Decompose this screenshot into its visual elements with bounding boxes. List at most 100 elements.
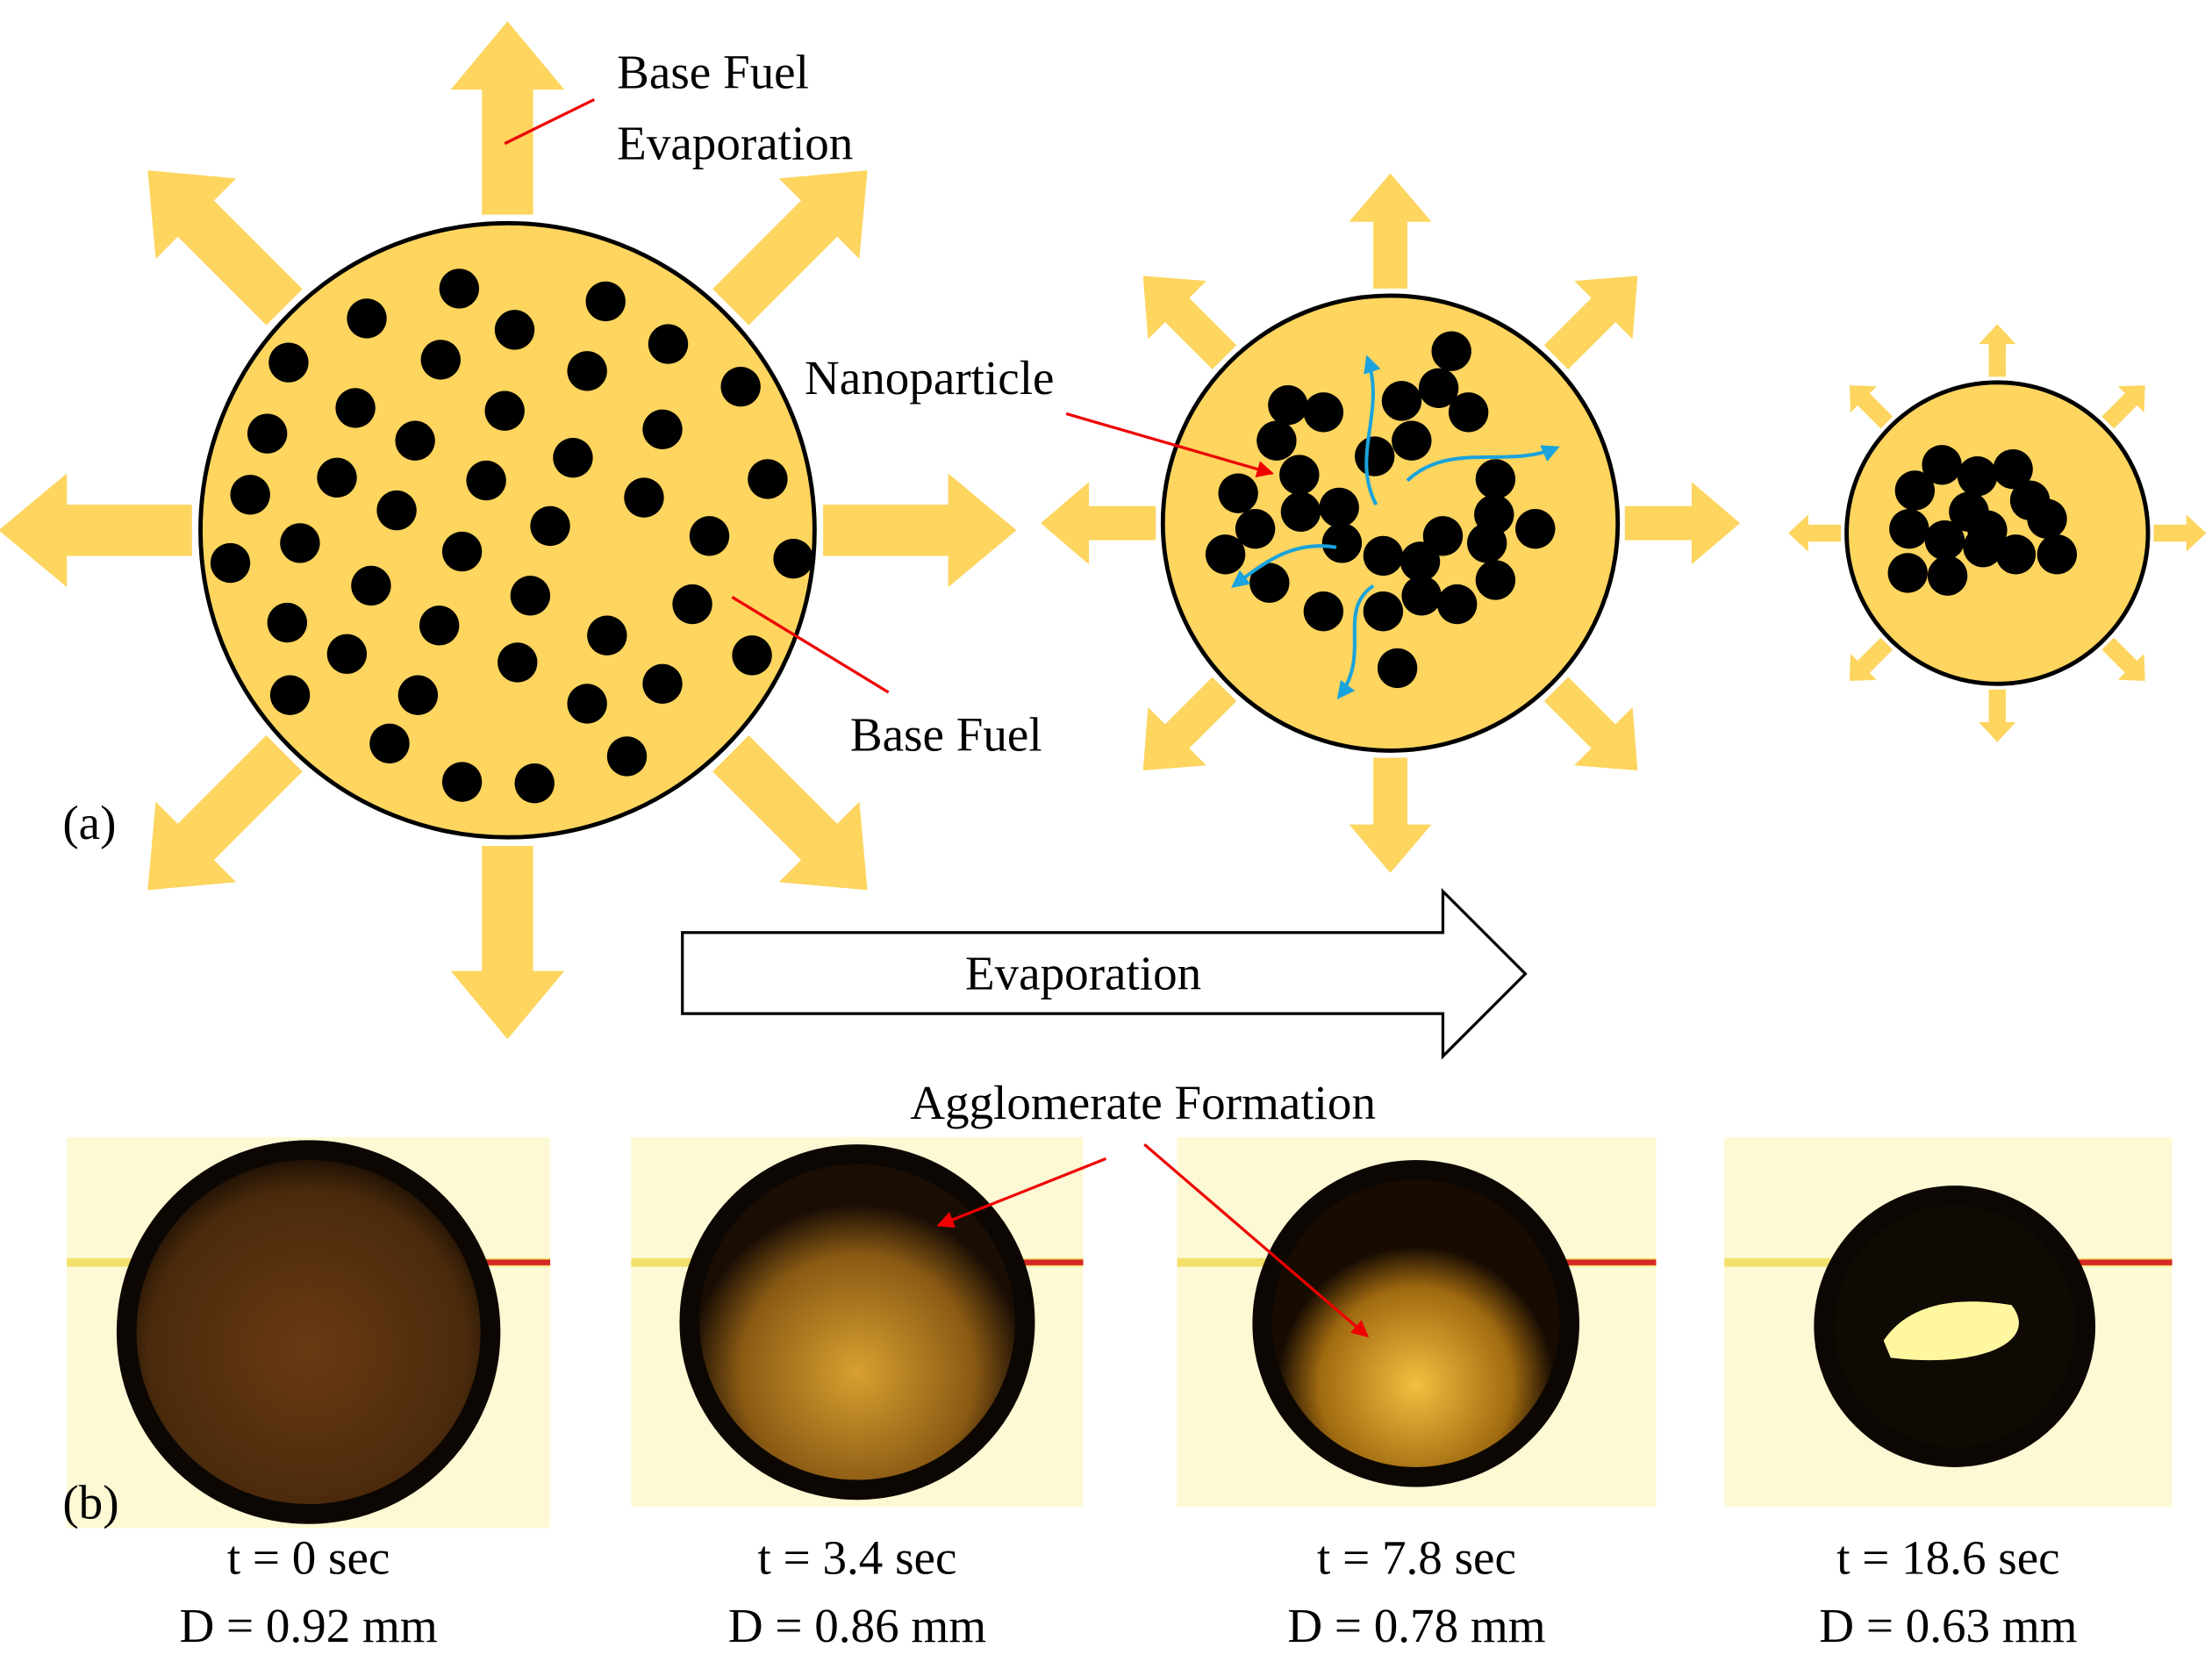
needle-fiber [1523, 1259, 1657, 1265]
nanoparticle [397, 675, 439, 715]
nanoparticle [376, 490, 417, 531]
nanoparticle [1436, 584, 1478, 625]
nanoparticle [1235, 508, 1276, 549]
nanoparticle [2037, 534, 2078, 575]
nanoparticle [510, 576, 551, 616]
nanoparticle [1922, 445, 1962, 485]
nanoparticle [606, 736, 648, 777]
nanoparticle [317, 457, 357, 498]
nanoparticle [1418, 368, 1459, 408]
agglomerate [1883, 1301, 2019, 1361]
evaporation-arrow [1624, 482, 1741, 565]
evaporation-arrow [823, 473, 1017, 588]
nanoparticle [1448, 392, 1489, 433]
nanoparticle [1889, 508, 1929, 549]
nanoparticle [567, 351, 607, 391]
evaporation-arrow [1543, 276, 1638, 369]
panel-label: (b) [62, 1475, 118, 1529]
nanoparticle [553, 437, 593, 478]
frame-time: t = 3.4 sec [758, 1530, 957, 1584]
nanoparticle [1363, 591, 1404, 632]
evaporation-arrow [1849, 385, 1893, 429]
evaporation-arrow [2101, 637, 2145, 681]
nanoparticle [351, 565, 391, 606]
nanoparticle [530, 505, 570, 547]
nanoparticle [585, 281, 626, 322]
annotation: Evaporation [617, 116, 853, 169]
nanoparticle [1475, 459, 1516, 499]
annotation: Nanoparticle [805, 351, 1054, 405]
nanoparticle [1280, 491, 1321, 532]
nanoparticle [1321, 523, 1363, 563]
evaporation-arrow [450, 21, 565, 215]
nanoparticle [1431, 331, 1471, 371]
nanoparticle [567, 684, 607, 724]
evaporation-arrow [1979, 689, 2016, 742]
annotation: Base Fuel [850, 707, 1042, 761]
leader-line [504, 97, 595, 146]
flow-arrow [1364, 355, 1381, 506]
nanoparticle [1355, 436, 1395, 476]
nanoparticle [1422, 516, 1464, 556]
frame-diameter: D = 0.63 mm [1819, 1599, 2077, 1652]
nanoparticle [1927, 555, 1968, 596]
evaporation-arrow [1849, 637, 1893, 681]
nanoparticle [1303, 392, 1344, 433]
nanoparticle [642, 663, 683, 704]
evaporation-arrow [0, 473, 192, 588]
evaporation-arrow [712, 170, 868, 326]
panel-label: (a) [62, 796, 116, 849]
nanoparticle [672, 584, 712, 625]
nanoparticle [587, 615, 627, 655]
frame-time: t = 18.6 sec [1836, 1530, 2059, 1584]
nanoparticle [1279, 455, 1320, 495]
nanoparticle [1515, 508, 1556, 549]
frame-diameter: D = 0.92 mm [180, 1599, 438, 1652]
leader-line [731, 596, 890, 694]
nanoparticle [648, 324, 689, 364]
needle-fiber [435, 1259, 551, 1265]
nanoparticle [335, 388, 376, 428]
nanoparticle [369, 723, 410, 763]
nanoparticle [642, 409, 683, 449]
frame-diameter: D = 0.78 mm [1287, 1599, 1545, 1652]
nanoparticle [1894, 470, 1936, 511]
nanoparticle [689, 516, 730, 556]
nanoparticle [1957, 456, 1998, 497]
nanoparticle [1256, 420, 1297, 461]
nanoparticle [1205, 534, 1246, 575]
annotation: Base Fuel [617, 45, 809, 98]
nanoparticle [2027, 498, 2067, 540]
leader-line [1143, 1143, 1370, 1338]
nanoparticle [441, 531, 483, 572]
evaporation-arrows [0, 21, 2207, 1040]
evaporation-arrow [1788, 514, 1842, 552]
evaporation-arrow [1142, 677, 1237, 771]
nanoparticle [1249, 562, 1290, 603]
nanoparticle [484, 390, 525, 431]
nanoparticle [773, 539, 813, 579]
nanoparticle [210, 542, 251, 584]
nanoparticle [1887, 553, 1928, 593]
nanoparticle [395, 420, 435, 461]
nanoparticle [1924, 519, 1965, 561]
needle-fiber [974, 1259, 1084, 1265]
droplet-photo [1252, 1160, 1579, 1487]
evaporation-arrow [1040, 482, 1156, 565]
nanoparticle [1319, 487, 1359, 528]
evaporation-arrow [450, 845, 565, 1040]
nanoparticle [247, 413, 288, 454]
droplet-photo [679, 1144, 1035, 1501]
frame-time: t = 0 sec [227, 1530, 390, 1584]
nanoparticle [1303, 591, 1344, 632]
nanoparticle [1475, 560, 1516, 600]
flow-arrow [1336, 584, 1375, 700]
nanoparticle [1995, 534, 2037, 575]
nanoparticle [1377, 648, 1418, 689]
nanoparticle [1268, 385, 1308, 426]
nanoparticle [439, 269, 480, 309]
process-label: Evaporation [965, 947, 1201, 1000]
nanoparticle [1381, 381, 1422, 421]
photo-strip [67, 1137, 2173, 1529]
evaporation-arrow [1349, 757, 1432, 873]
